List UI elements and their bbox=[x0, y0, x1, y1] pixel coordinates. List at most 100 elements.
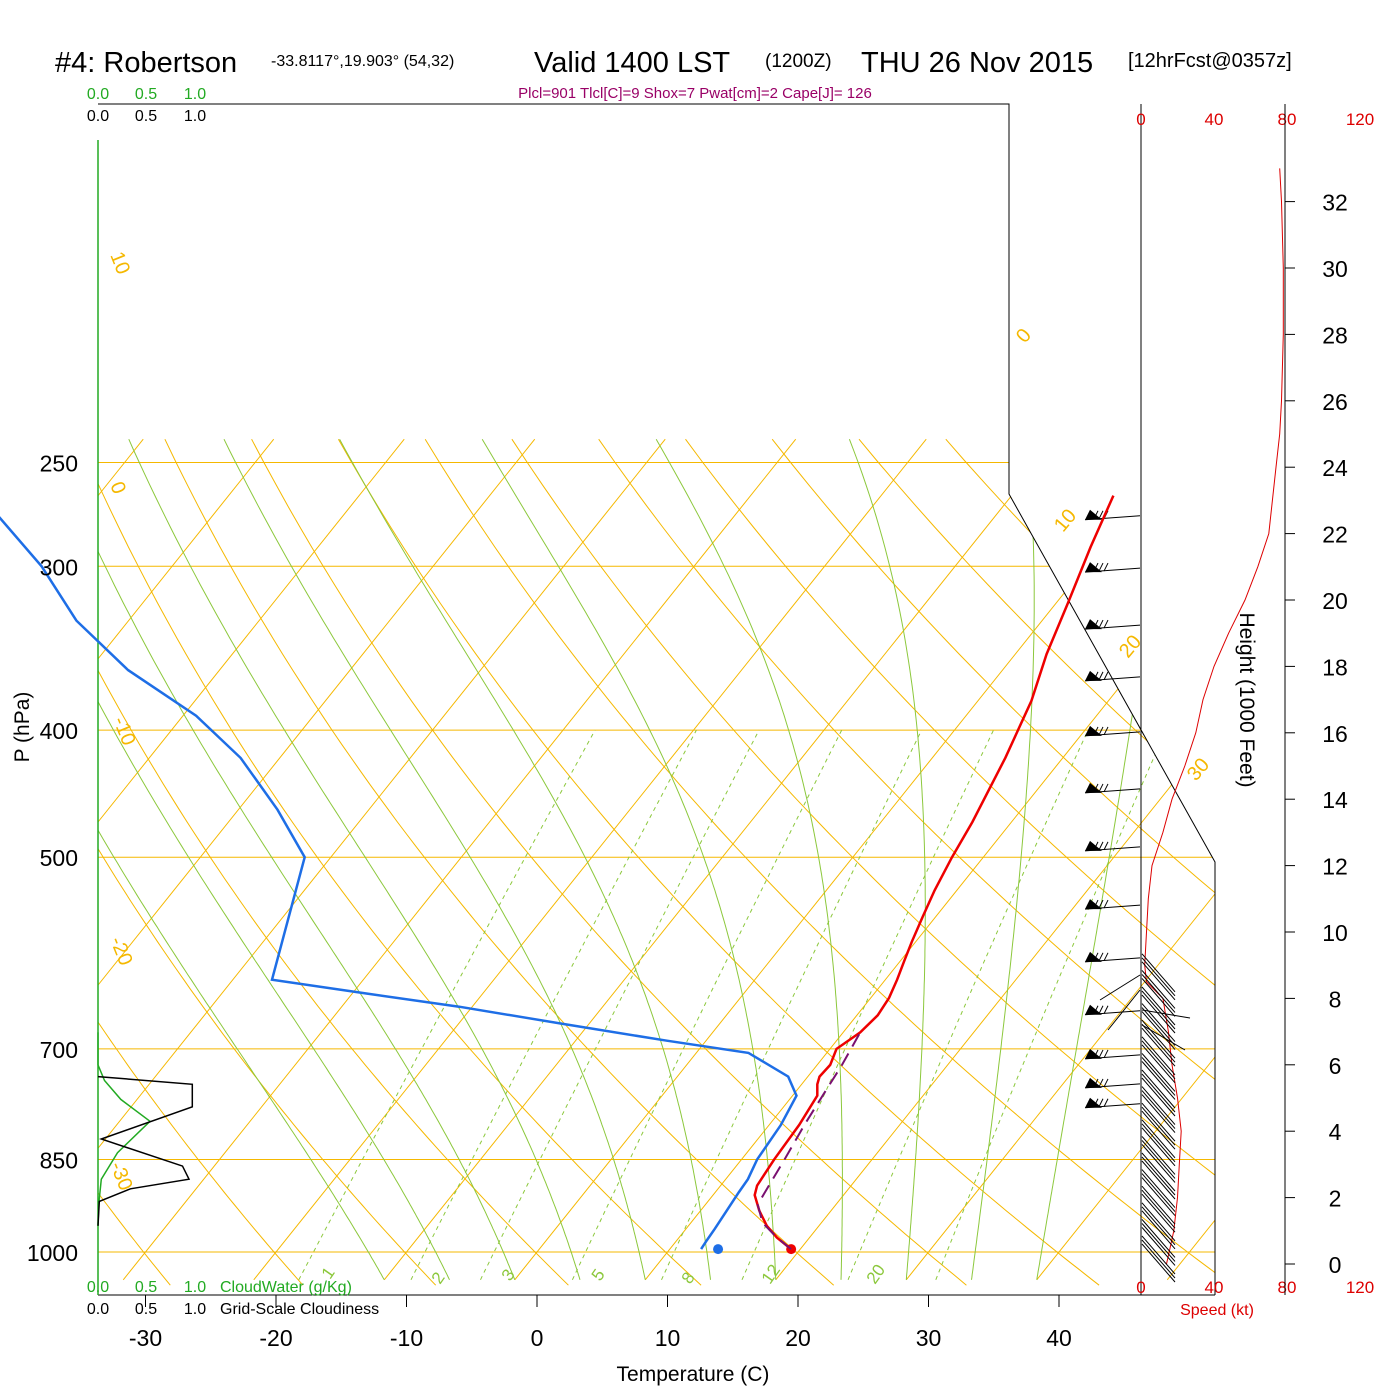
moist-adiabat bbox=[848, 439, 926, 1280]
barb-mid-level bbox=[1141, 1009, 1191, 1019]
wind-barbs bbox=[1084, 509, 1191, 1283]
forecast-label: [12hrFcst@0357z] bbox=[1128, 50, 1292, 72]
barb-feather bbox=[1098, 841, 1104, 851]
barb-feather bbox=[1093, 841, 1099, 851]
indices-line: Plcl=901 Tlcl[C]=9 Shox=7 Pwat[cm]=2 Cap… bbox=[518, 85, 872, 102]
isotherm bbox=[644, 438, 1215, 1281]
height-tick-label: 4 bbox=[1329, 1119, 1342, 1145]
barb-low-level bbox=[1141, 970, 1176, 1009]
height-tick-label: 8 bbox=[1329, 986, 1342, 1012]
height-tick-label: 16 bbox=[1322, 721, 1348, 747]
cloudwater-tick-top: 0.0 bbox=[87, 86, 109, 103]
height-tick-label: 2 bbox=[1329, 1186, 1342, 1212]
mixing-ratio-label: 3 bbox=[498, 1266, 519, 1285]
moist-adiabat bbox=[655, 438, 843, 1280]
barb-low-level bbox=[1141, 1202, 1176, 1242]
barb-feather bbox=[1103, 671, 1109, 681]
isotherm bbox=[1036, 438, 1215, 1281]
isotherm bbox=[253, 438, 927, 1281]
barb-low-level bbox=[1141, 1152, 1176, 1192]
isotherm bbox=[98, 438, 405, 1281]
speed-tick-label-top: 80 bbox=[1278, 110, 1297, 129]
barb-feather bbox=[1103, 726, 1109, 736]
barb-low-level bbox=[1141, 1243, 1176, 1283]
barb-feather bbox=[1103, 952, 1109, 962]
x-axis-title: Temperature (C) bbox=[617, 1363, 770, 1386]
isotherm bbox=[514, 438, 1188, 1281]
barb-feather bbox=[1103, 619, 1109, 629]
barb-feather bbox=[1103, 1049, 1109, 1059]
cloudwater-tick-bottom: 1.0 bbox=[184, 1279, 206, 1296]
mixing-ratio-line bbox=[571, 729, 843, 1281]
barb-low-level bbox=[1141, 1144, 1176, 1183]
temp-tick-label: -10 bbox=[390, 1325, 423, 1351]
barb-feather bbox=[1093, 1005, 1099, 1014]
barb-feather bbox=[1093, 1049, 1099, 1059]
dry-adiabat bbox=[1205, 438, 1215, 1286]
isotherm bbox=[1166, 438, 1215, 1281]
barb-low-level bbox=[1141, 1057, 1176, 1096]
isotherm-label: 0 bbox=[1012, 325, 1036, 348]
barb-low-level bbox=[1141, 1102, 1176, 1142]
barb-low-level bbox=[1141, 1173, 1176, 1212]
barb-feather bbox=[1098, 1049, 1104, 1059]
skewt-background-grid bbox=[98, 438, 1400, 1286]
moist-adiabat bbox=[339, 438, 711, 1280]
mixing-ratio-label: 12 bbox=[758, 1261, 784, 1287]
barb-low-level bbox=[1141, 1044, 1176, 1084]
pressure-tick-label: 500 bbox=[40, 845, 78, 871]
moist-adiabat bbox=[128, 438, 581, 1280]
barb-low-level bbox=[1141, 1235, 1176, 1275]
mixing-ratio-label: 20 bbox=[863, 1261, 889, 1287]
height-tick-label: 12 bbox=[1322, 854, 1348, 880]
station-coords: -33.8117°,19.903° (54,32) bbox=[271, 53, 454, 70]
barb-feather bbox=[1103, 899, 1109, 909]
temp-tick-label: 20 bbox=[785, 1325, 811, 1351]
barb-feather bbox=[1103, 783, 1109, 793]
cloudiness-tick-bottom: 0.0 bbox=[87, 1301, 109, 1318]
barb-low-level bbox=[1141, 1227, 1176, 1266]
barb-low-level bbox=[1141, 953, 1176, 993]
barb-flag bbox=[1085, 1048, 1102, 1059]
barb-low-level bbox=[1141, 1193, 1176, 1233]
valid-time: Valid 1400 LST bbox=[534, 47, 730, 79]
barb-feather bbox=[1098, 562, 1104, 572]
barb-low-level bbox=[1141, 994, 1176, 1034]
isotherm-label: -10 bbox=[108, 714, 139, 749]
barb-feather bbox=[1103, 562, 1109, 572]
barb-mid-level bbox=[1099, 974, 1141, 1001]
wind-speed-line bbox=[1144, 168, 1284, 1265]
dry-adiabat bbox=[858, 438, 1215, 1286]
barb-flag bbox=[1085, 725, 1102, 736]
barb-low-level bbox=[1141, 1189, 1176, 1229]
barb-low-level bbox=[1141, 1185, 1176, 1225]
barb-low-level bbox=[1141, 1123, 1176, 1163]
barb-flag bbox=[1085, 951, 1102, 962]
barb-low-level bbox=[1141, 1206, 1176, 1246]
dry-adiabat bbox=[98, 438, 702, 1286]
dry-adiabat bbox=[98, 439, 437, 1286]
barb-feather bbox=[1103, 1078, 1109, 1088]
barb-low-level bbox=[1141, 1023, 1176, 1063]
barb-flag bbox=[1085, 509, 1102, 520]
barb-feather bbox=[1093, 726, 1099, 736]
barb-feather bbox=[1098, 899, 1104, 909]
barb-feather bbox=[1093, 952, 1099, 962]
barb-feather bbox=[1098, 783, 1104, 793]
isotherm bbox=[775, 438, 1215, 1281]
barb-low-level bbox=[1141, 1136, 1176, 1175]
height-tick-label: 24 bbox=[1322, 455, 1348, 481]
barb-low-level bbox=[1141, 1073, 1176, 1113]
dry-adiabat bbox=[424, 438, 1215, 1286]
isotherm bbox=[98, 438, 666, 1281]
barb-low-level bbox=[1141, 1040, 1176, 1080]
cloudiness-title: Grid-Scale Cloudiness bbox=[220, 1301, 379, 1318]
barb-flag bbox=[1085, 782, 1102, 793]
height-tick-label: 14 bbox=[1322, 787, 1348, 813]
dry-adiabat bbox=[1380, 439, 1400, 1285]
moist-adiabat bbox=[223, 438, 646, 1280]
height-tick-label: 32 bbox=[1322, 190, 1348, 216]
cloudwater-tick-top: 0.5 bbox=[135, 86, 157, 103]
pressure-tick-label: 300 bbox=[40, 554, 78, 580]
